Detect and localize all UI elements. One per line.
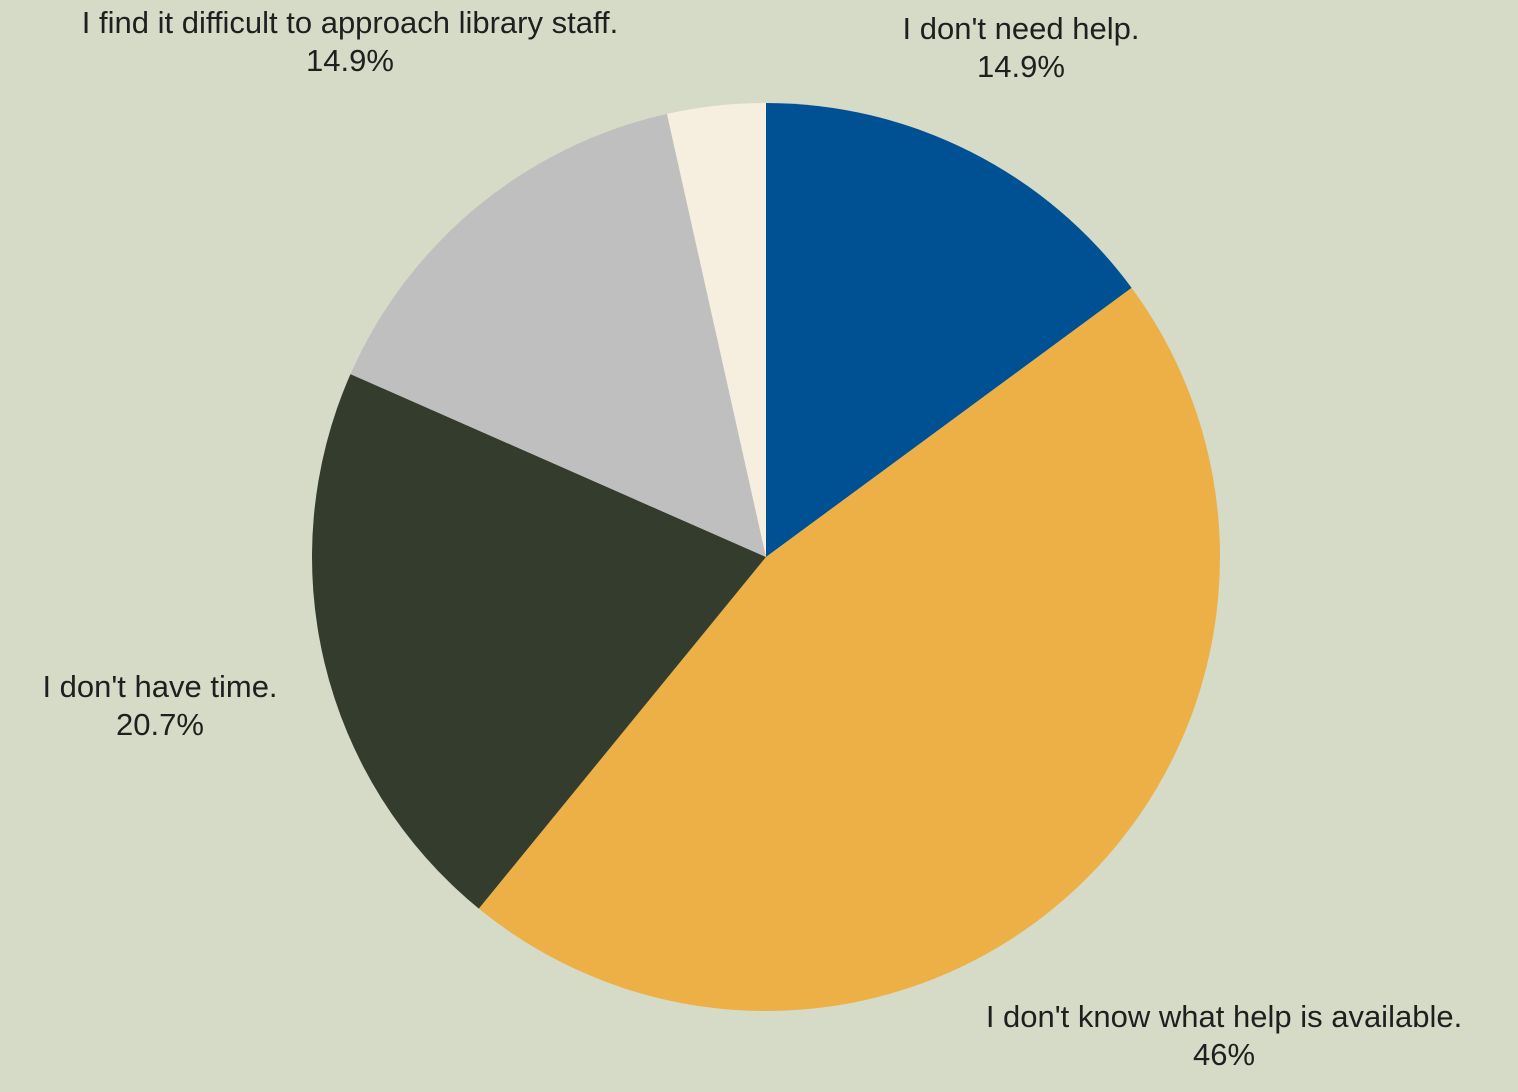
pie-slice-2 [312,374,766,909]
slice-label-dont-have-time: I don't have time. 20.7% [42,668,277,744]
pie-slice-0 [766,103,1132,557]
slice-label-dont-need-help: I don't need help. 14.9% [903,10,1140,86]
pie-slice-1 [478,287,1220,1011]
slice-label-difficult-approach-staff: I find it difficult to approach library … [82,4,618,80]
slice-label-percent: 20.7% [116,707,204,742]
slice-label-name: I find it difficult to approach library … [81,5,619,40]
slice-label-dont-know-help-available: I don't know what help is available. 46% [986,998,1462,1074]
pie-slice-4 [666,103,766,557]
slice-label-percent: 14.9% [977,49,1065,84]
slice-label-name: I don't need help. [902,11,1140,46]
pie-slice-3 [350,113,766,558]
slice-label-name: I don't know what help is available. [985,999,1463,1034]
slice-label-percent: 14.9% [306,43,394,78]
slice-label-percent: 46% [1192,1037,1256,1072]
slice-label-name: I don't have time. [42,669,278,704]
